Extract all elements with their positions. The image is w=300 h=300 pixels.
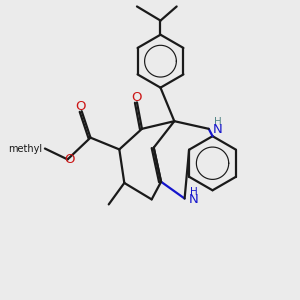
Text: O: O [131, 92, 142, 104]
Text: O: O [75, 100, 86, 113]
Text: O: O [64, 153, 74, 166]
Text: N: N [213, 123, 222, 136]
Text: H: H [214, 117, 221, 128]
Text: N: N [189, 193, 198, 206]
Text: methyl: methyl [8, 143, 42, 154]
Text: H: H [190, 187, 197, 197]
